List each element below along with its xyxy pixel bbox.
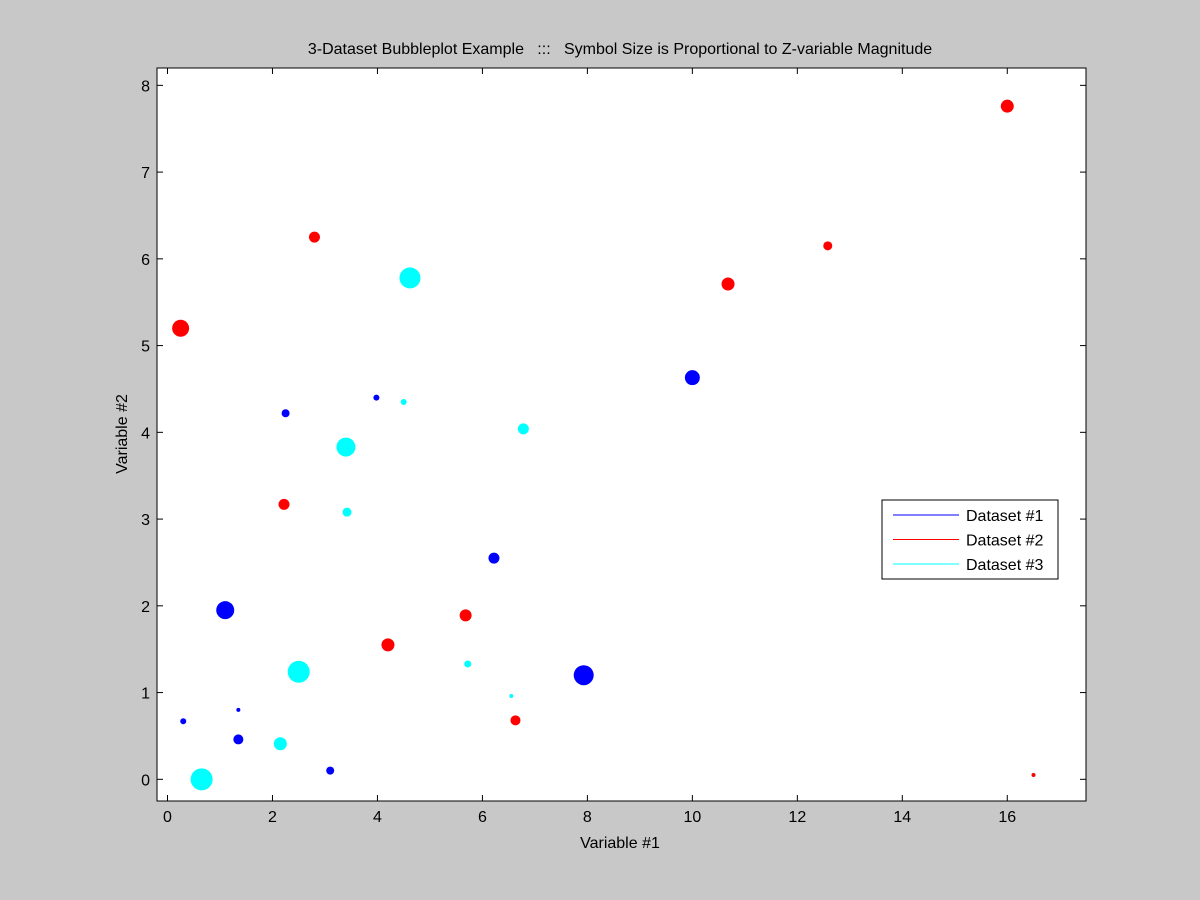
legend-label-dataset-3: Dataset #3 <box>966 557 1043 574</box>
y-tick-label: 3 <box>141 512 150 529</box>
bubble-dataset-1 <box>326 766 335 775</box>
y-tick-label: 8 <box>141 78 150 95</box>
bubble-dataset-2 <box>823 241 833 251</box>
bubble-dataset-1 <box>488 552 500 564</box>
plot-area-frame <box>156 67 1087 802</box>
bubble-dataset-2 <box>1000 99 1014 113</box>
y-tick-label: 6 <box>141 252 150 269</box>
bubble-dataset-1 <box>233 734 244 745</box>
x-tick-label: 12 <box>788 809 806 826</box>
bubble-dataset-2 <box>278 498 290 510</box>
legend: Dataset #1 Dataset #2 Dataset #3 <box>881 499 1059 580</box>
x-tick-label: 8 <box>583 809 592 826</box>
bubble-dataset-1 <box>684 370 700 386</box>
bubble-dataset-1 <box>281 409 290 418</box>
bubble-dataset-2 <box>721 277 735 291</box>
bubble-dataset-1 <box>180 718 187 725</box>
x-tick-label: 0 <box>163 809 172 826</box>
bubble-dataset-3 <box>517 423 529 435</box>
bubble-dataset-2 <box>172 319 190 337</box>
x-tick-label: 14 <box>893 809 911 826</box>
y-tick-label: 2 <box>141 599 150 616</box>
bubble-dataset-3 <box>509 694 514 699</box>
bubble-dataset-1 <box>573 665 594 686</box>
chart-title: 3-Dataset Bubbleplot Example ::: Symbol … <box>308 41 932 58</box>
y-tick-label: 7 <box>141 165 150 182</box>
x-tick-label: 16 <box>998 809 1016 826</box>
bubble-dataset-1 <box>216 601 235 620</box>
bubble-dataset-3 <box>190 768 213 791</box>
bubble-dataset-1 <box>373 394 380 401</box>
x-tick-label: 6 <box>478 809 487 826</box>
bubble-dataset-2 <box>381 638 395 652</box>
x-tick-label: 2 <box>268 809 277 826</box>
bubble-dataset-2 <box>459 609 472 622</box>
legend-label-dataset-1: Dataset #1 <box>966 508 1043 525</box>
y-tick-label: 0 <box>141 772 150 789</box>
y-tick-label: 4 <box>141 425 150 442</box>
bubble-dataset-3 <box>342 507 352 517</box>
bubble-dataset-3 <box>336 437 356 457</box>
bubble-dataset-2 <box>1031 772 1036 777</box>
x-axis-label: Variable #1 <box>580 835 660 852</box>
bubble-dataset-2 <box>510 715 521 726</box>
x-tick-label: 10 <box>683 809 701 826</box>
plot-area <box>157 68 1086 801</box>
y-axis-label: Variable #2 <box>114 394 131 474</box>
bubble-dataset-3 <box>273 737 287 751</box>
x-tick-label: 4 <box>373 809 382 826</box>
bubble-dataset-3 <box>287 660 310 683</box>
y-tick-label: 5 <box>141 339 150 356</box>
bubble-dataset-3 <box>399 267 421 289</box>
bubble-dataset-2 <box>308 231 320 243</box>
bubble-dataset-1 <box>236 707 241 712</box>
bubbles-layer <box>172 99 1036 791</box>
y-tick-label: 1 <box>141 686 150 703</box>
bubble-dataset-3 <box>464 660 472 668</box>
legend-label-dataset-2: Dataset #2 <box>966 533 1043 550</box>
bubble-dataset-3 <box>400 398 407 405</box>
